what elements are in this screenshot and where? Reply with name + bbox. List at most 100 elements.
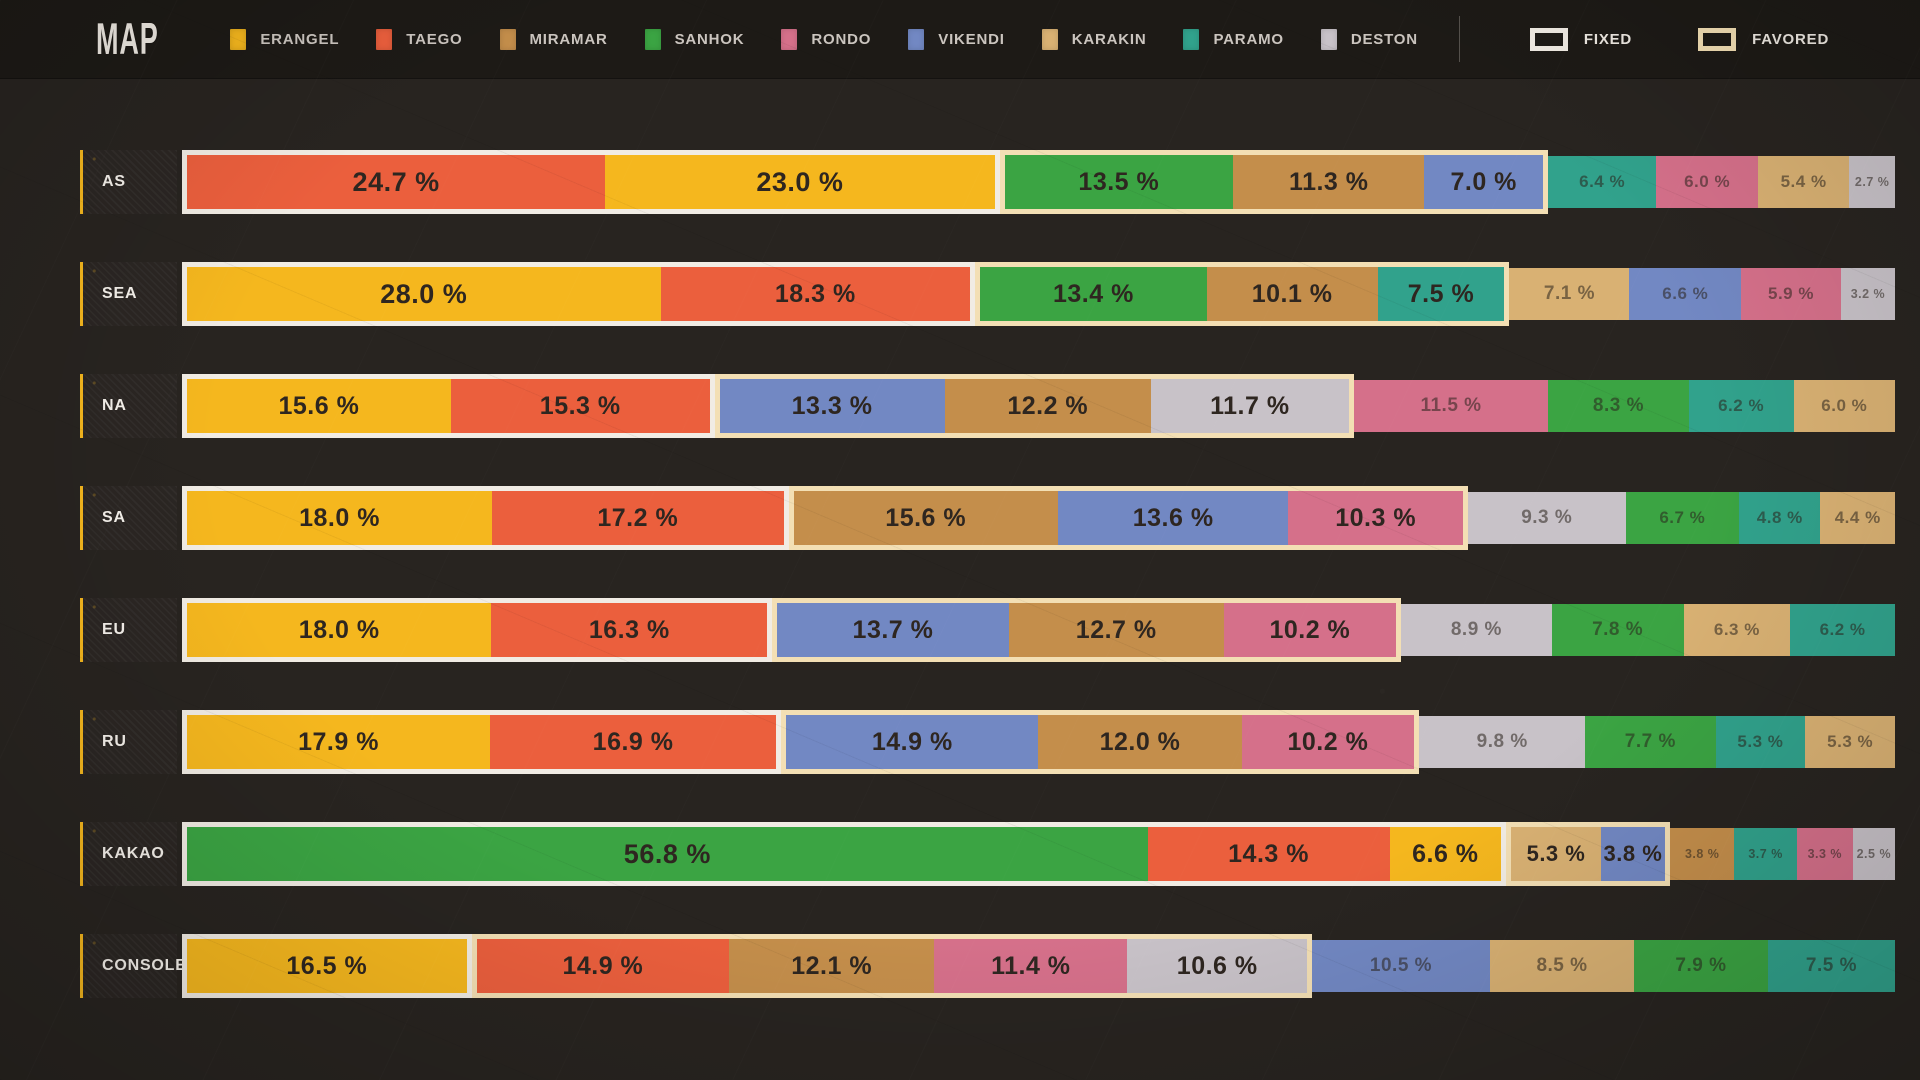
bar-segment-miramar: 3.8 % bbox=[1670, 828, 1735, 880]
bar-segment-sanhok: 7.7 % bbox=[1585, 716, 1716, 768]
region-label: AS bbox=[80, 150, 177, 214]
segment-group-fixed: 56.8 % 14.3 % 6.6 % bbox=[182, 822, 1507, 886]
segment-value: 15.6 % bbox=[885, 503, 967, 532]
bar-segment-erangel: 18.0 % bbox=[187, 491, 493, 545]
segment-value: 7.1 % bbox=[1543, 283, 1595, 304]
segment-value: 14.3 % bbox=[1228, 839, 1309, 868]
segment-value: 13.4 % bbox=[1052, 279, 1134, 308]
segment-value: 10.5 % bbox=[1369, 955, 1433, 976]
bar-segment-miramar: 12.2 % bbox=[944, 379, 1151, 433]
segment-group-fixed: 17.9 % 16.9 % bbox=[182, 710, 782, 774]
legend-label: RONDO bbox=[811, 30, 872, 48]
bar-segment-vikendi: 7.0 % bbox=[1424, 155, 1543, 209]
bar-segment-paramo: 7.5 % bbox=[1377, 267, 1505, 321]
map-legend: ERANGEL TAEGO MIRAMAR SANHOK RONDO VIKENDI KAR… bbox=[230, 28, 1455, 50]
segment-group-favored: 13.5 % 11.3 % 7.0 % bbox=[999, 150, 1548, 214]
bar-segment-taego: 15.3 % bbox=[450, 379, 710, 433]
legend-item-vikendi: VIKENDI bbox=[908, 28, 1005, 50]
segment-group-favored: 15.6 % 13.6 % 10.3 % bbox=[788, 486, 1468, 550]
indicator-fixed-swatch-icon bbox=[1529, 27, 1568, 51]
stacked-bar: 16.5 % 14.9 % 12.1 % 11.4 % 10.6 % 10.5 % 8.5 … bbox=[182, 934, 1895, 998]
segment-value: 3.8 % bbox=[1603, 841, 1663, 866]
segment-value: 23.0 % bbox=[756, 166, 844, 197]
legend-swatch-erangel-icon bbox=[230, 28, 247, 50]
bar-segment-vikendi: 14.9 % bbox=[786, 715, 1039, 769]
legend-swatch-taego-icon bbox=[376, 28, 393, 50]
segment-value: 3.2 % bbox=[1850, 287, 1886, 301]
stacked-bar: 18.0 % 16.3 % 13.7 % 12.7 % 10.2 % 8.9 % 7.8 %… bbox=[182, 598, 1895, 662]
segment-value: 3.3 % bbox=[1807, 847, 1843, 861]
bar-segment-erangel: 6.6 % bbox=[1389, 827, 1502, 881]
region-row-eu: EU 18.0 % 16.3 % 13.7 % 12.7 % 10.2 % 8.9 % 7.8… bbox=[80, 598, 1895, 662]
bar-segment-deston: 9.3 % bbox=[1467, 492, 1626, 544]
bar-segment-paramo: 6.2 % bbox=[1688, 380, 1794, 432]
segment-value: 7.5 % bbox=[1805, 955, 1857, 976]
map-logo: MAP bbox=[96, 13, 159, 64]
bar-segment-karakin: 7.1 % bbox=[1509, 268, 1630, 320]
region-row-kakao: KAKAO 56.8 % 14.3 % 6.6 % 5.3 % 3.8 % 3.8 % 3.7… bbox=[80, 822, 1895, 886]
region-label: EU bbox=[80, 598, 177, 662]
segment-value: 5.3 % bbox=[1827, 732, 1874, 751]
stacked-bar: 17.9 % 16.9 % 14.9 % 12.0 % 10.2 % 9.8 % 7.7 %… bbox=[182, 710, 1895, 774]
segment-value: 16.9 % bbox=[592, 727, 674, 756]
region-label: SA bbox=[80, 486, 177, 550]
segment-value: 2.7 % bbox=[1854, 175, 1890, 189]
bar-segment-karakin: 8.5 % bbox=[1489, 940, 1635, 992]
bar-segment-miramar: 10.1 % bbox=[1206, 267, 1378, 321]
bar-segment-miramar: 15.6 % bbox=[793, 491, 1058, 545]
bar-segment-rondo: 11.5 % bbox=[1353, 380, 1549, 432]
bar-segment-deston: 2.5 % bbox=[1852, 828, 1895, 880]
bar-segment-sanhok: 7.8 % bbox=[1551, 604, 1684, 656]
bar-segment-vikendi: 13.3 % bbox=[719, 379, 945, 433]
segment-value: 28.0 % bbox=[380, 278, 468, 309]
bar-segment-rondo: 11.4 % bbox=[934, 939, 1128, 993]
bar-segment-erangel: 15.6 % bbox=[187, 379, 451, 433]
segment-value: 12.0 % bbox=[1099, 727, 1181, 756]
segment-value: 6.0 % bbox=[1821, 396, 1868, 415]
segment-value: 15.3 % bbox=[539, 391, 621, 420]
legend-label: KARAKIN bbox=[1071, 30, 1147, 48]
segment-value: 11.3 % bbox=[1289, 167, 1369, 196]
stacked-bar: 15.6 % 15.3 % 13.3 % 12.2 % 11.7 % 11.5 % 8.3 … bbox=[182, 374, 1895, 438]
legend-item-rondo: RONDO bbox=[781, 28, 872, 50]
region-row-sa: SA 18.0 % 17.2 % 15.6 % 13.6 % 10.3 % 9.3 % 6.7… bbox=[80, 486, 1895, 550]
segment-group-fixed: 24.7 % 23.0 % bbox=[182, 150, 1000, 214]
bar-segment-sanhok: 13.5 % bbox=[1004, 155, 1234, 209]
segment-value: 12.2 % bbox=[1007, 391, 1089, 420]
segment-group-favored: 13.3 % 12.2 % 11.7 % bbox=[714, 374, 1354, 438]
bar-segment-taego: 16.3 % bbox=[491, 603, 768, 657]
legend-label: PARAMO bbox=[1213, 30, 1284, 48]
bar-segment-rondo: 10.2 % bbox=[1241, 715, 1415, 769]
legend-label: VIKENDI bbox=[938, 30, 1005, 48]
segment-group-fixed: 28.0 % 18.3 % bbox=[182, 262, 976, 326]
bar-segment-sanhok: 7.9 % bbox=[1634, 940, 1768, 992]
legend-swatch-karakin-icon bbox=[1041, 28, 1058, 50]
bar-segment-sanhok: 8.3 % bbox=[1548, 380, 1689, 432]
bar-segment-rondo: 3.3 % bbox=[1796, 828, 1853, 880]
segment-value: 11.7 % bbox=[1210, 391, 1290, 420]
region-row-ru: RU 17.9 % 16.9 % 14.9 % 12.0 % 10.2 % 9.8 % 7.7… bbox=[80, 710, 1895, 774]
segment-value: 16.3 % bbox=[588, 615, 670, 644]
segment-group-fixed: 16.5 % bbox=[182, 934, 472, 998]
legend-divider bbox=[1458, 16, 1460, 62]
segment-value: 3.8 % bbox=[1684, 847, 1720, 861]
legend-label: TAEGO bbox=[406, 30, 463, 48]
bar-segment-sanhok: 13.4 % bbox=[980, 267, 1207, 321]
segment-value: 10.6 % bbox=[1176, 951, 1258, 980]
bar-segment-sanhok: 6.7 % bbox=[1625, 492, 1740, 544]
bar-segment-karakin: 5.3 % bbox=[1805, 716, 1895, 768]
bar-segment-taego: 14.9 % bbox=[476, 939, 730, 993]
segment-value: 56.8 % bbox=[623, 838, 711, 869]
bar-segment-deston: 2.7 % bbox=[1849, 156, 1896, 208]
bar-segment-deston: 11.7 % bbox=[1150, 379, 1349, 433]
segment-value: 7.5 % bbox=[1407, 279, 1475, 308]
indicator-favored: FAVORED bbox=[1698, 27, 1829, 51]
segment-group-fixed: 15.6 % 15.3 % bbox=[182, 374, 715, 438]
legend-swatch-rondo-icon bbox=[781, 28, 798, 50]
segment-value: 7.0 % bbox=[1450, 167, 1517, 196]
segment-value: 8.5 % bbox=[1536, 955, 1588, 976]
bar-segment-miramar: 12.0 % bbox=[1038, 715, 1242, 769]
segment-value: 6.6 % bbox=[1412, 839, 1479, 868]
header: MAP ERANGEL TAEGO MIRAMAR SANHOK RONDO VIKEND… bbox=[0, 0, 1920, 78]
